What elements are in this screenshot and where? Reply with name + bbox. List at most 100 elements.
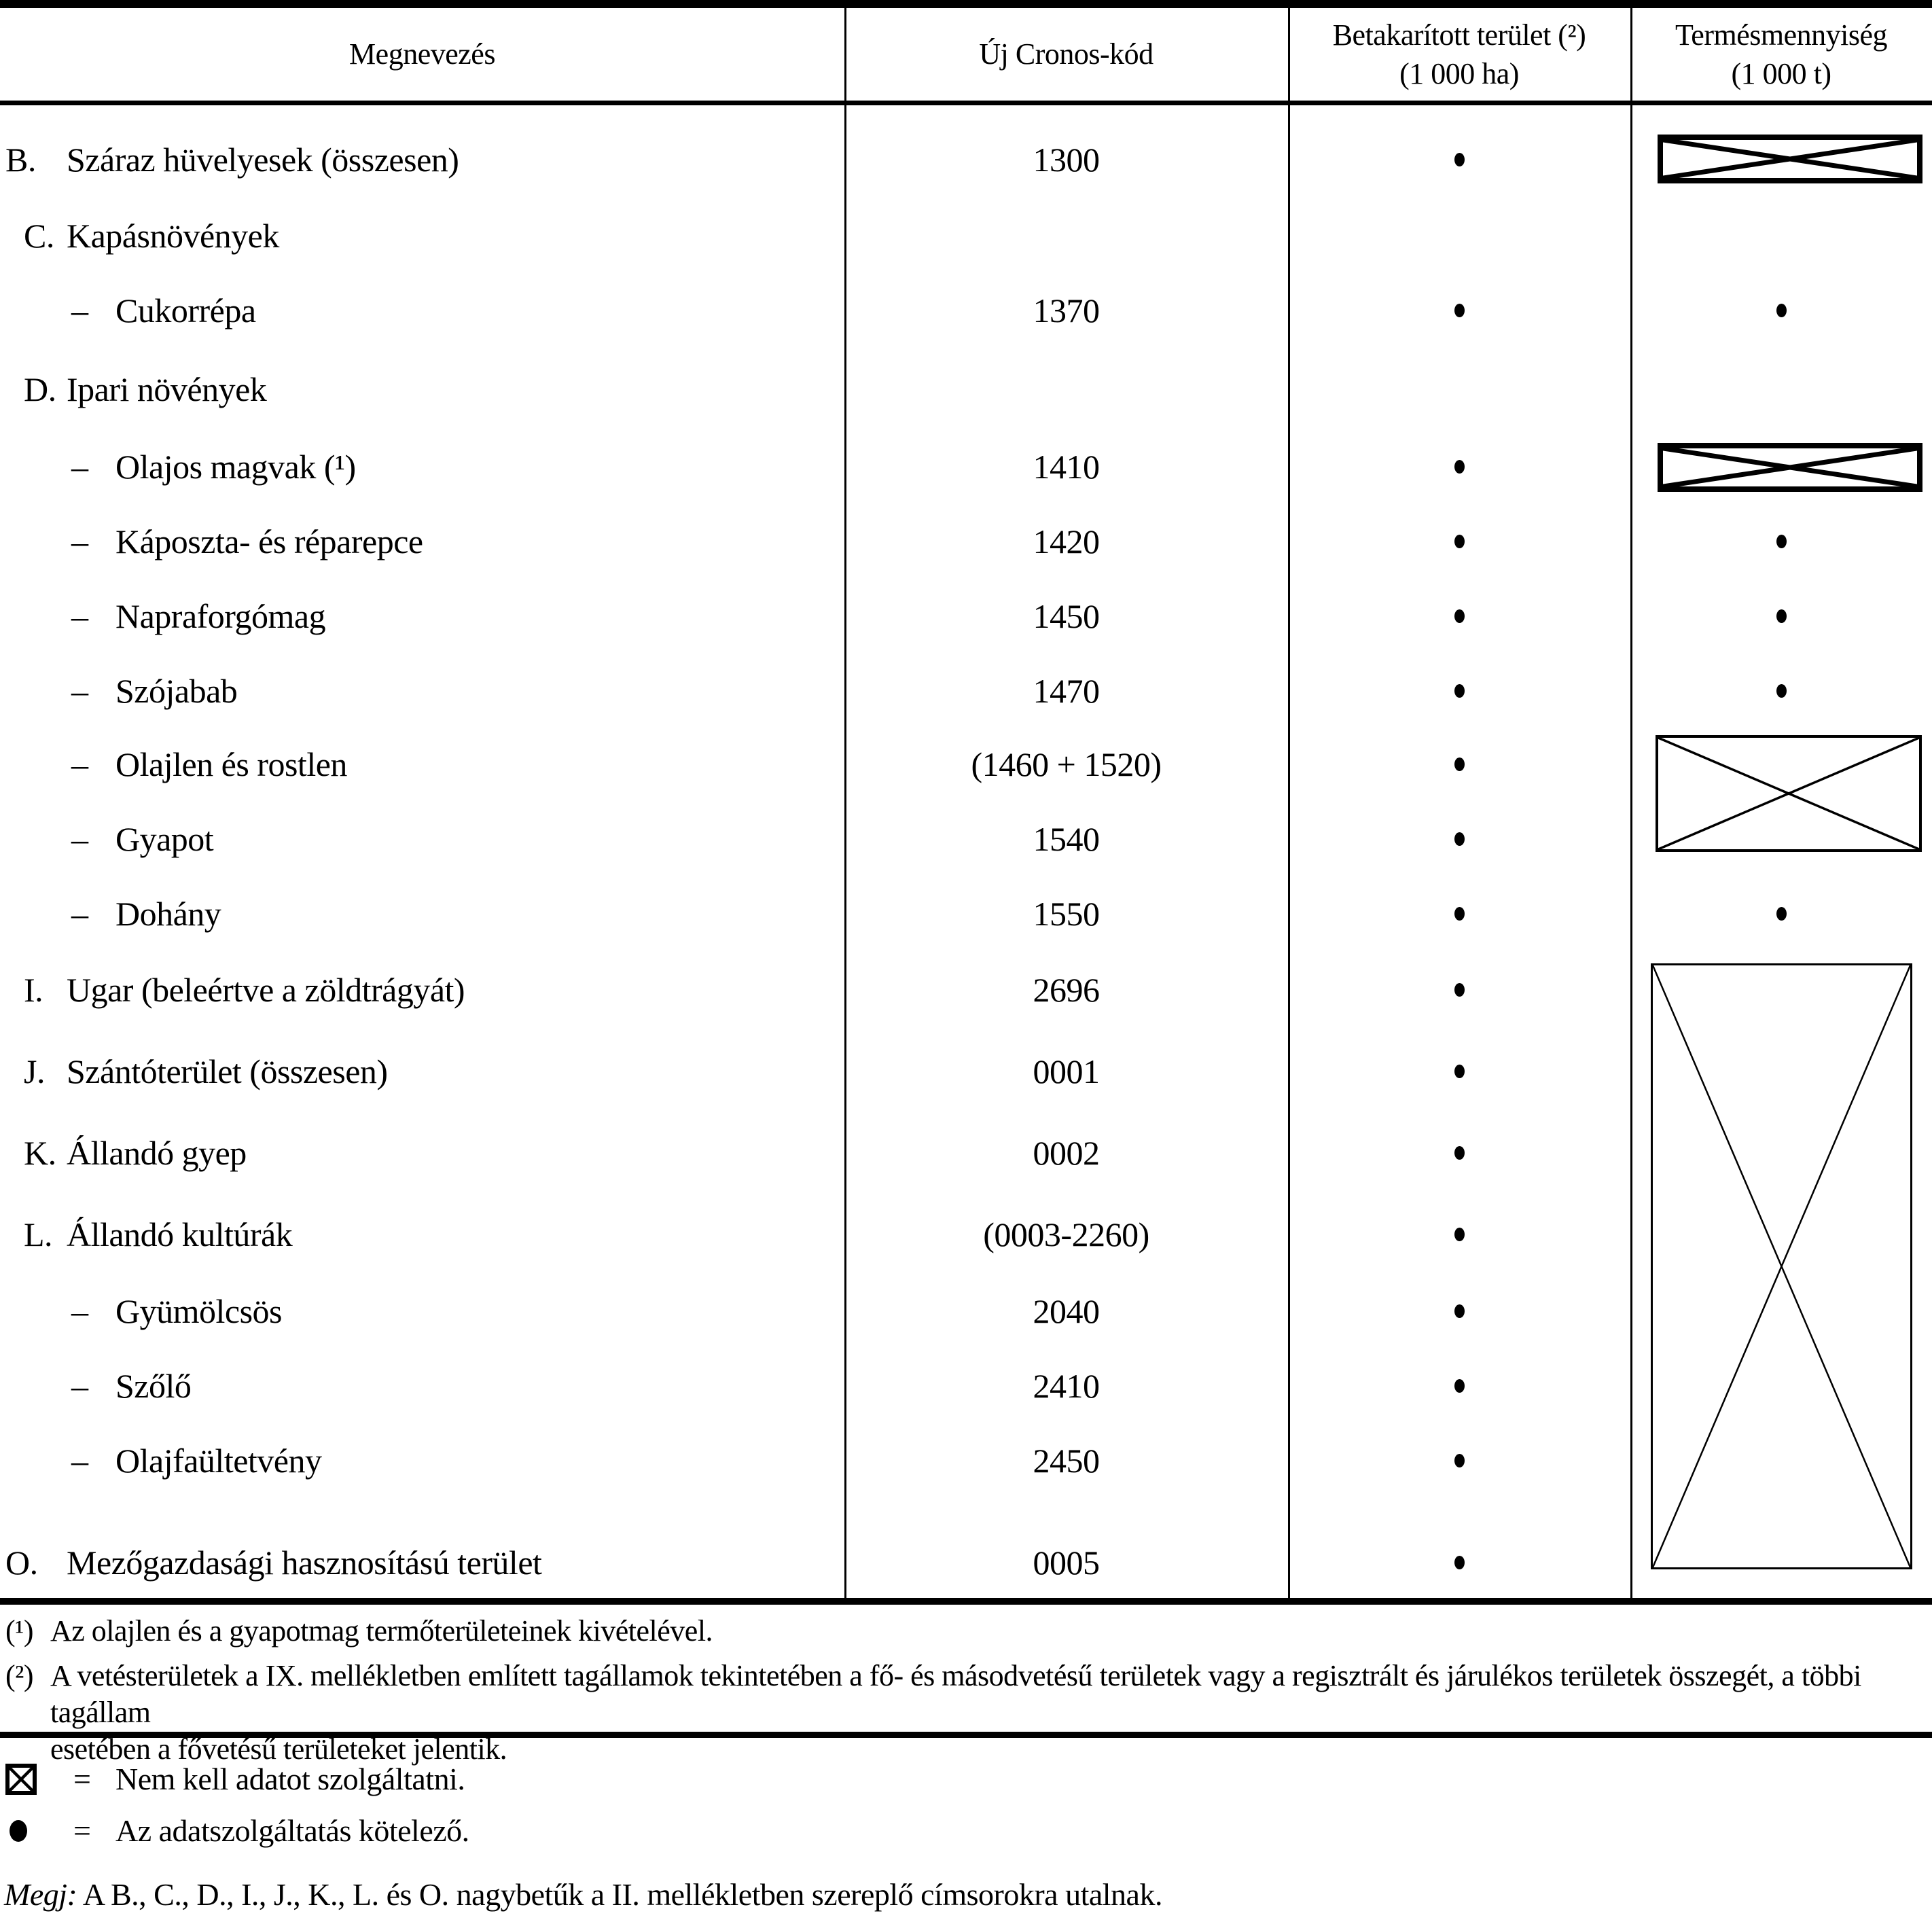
header-harvested-area: Betakarított terület (²) (1 000 ha) [1288, 8, 1630, 101]
row-code: 0002 [1033, 1134, 1101, 1172]
row-label: Gyümölcsös [115, 1292, 283, 1330]
row-prefix: B. [5, 141, 36, 179]
production-cell [1630, 654, 1932, 728]
area-cell [1288, 1197, 1630, 1272]
row-prefix: – [71, 1367, 88, 1405]
row-prefix: I. [24, 971, 43, 1009]
header-separator-rule [0, 101, 1932, 105]
area-cell [1288, 352, 1630, 427]
row-label: Cukorrépa [115, 291, 256, 329]
row-code: 0005 [1033, 1544, 1101, 1582]
row-label: Káposzta- és réparepce [115, 522, 423, 560]
table-row: L. Állandó kultúrák (0003-2260) [0, 1197, 1932, 1272]
table-row: – Olajlen és rostlen (1460 + 1520) [0, 727, 1932, 802]
table-bottom-rule [0, 1598, 1932, 1605]
row-prefix: – [71, 820, 88, 858]
mandatory-dot-icon [1776, 304, 1787, 317]
table-row: D. Ipari növények [0, 352, 1932, 427]
note-prefix: Megj: [4, 1877, 77, 1912]
area-cell [1288, 876, 1630, 951]
production-cell [1630, 198, 1932, 273]
legend-mandatory: = Az adatszolgáltatás kötelező. [5, 1813, 469, 1849]
column-divider [844, 0, 846, 1605]
footnote-1: (¹) Az olajlen és a gyapotmag termőterüle… [5, 1613, 1924, 1650]
row-code: 2410 [1033, 1367, 1101, 1405]
row-code: 1470 [1033, 672, 1101, 710]
row-label: Szójabab [115, 672, 238, 710]
header-harvested-area-title: Betakarított terület (²) [1332, 18, 1586, 52]
table-row: J. Szántóterület (összesen) 0001 [0, 1034, 1932, 1109]
table-row: – Szőlő 2410 [0, 1349, 1932, 1423]
table-row: – Olajfaültetvény 2450 [0, 1423, 1932, 1498]
row-prefix: – [71, 1442, 88, 1480]
production-cell [1630, 273, 1932, 348]
row-prefix: – [71, 1292, 88, 1330]
row-label: Állandó kultúrák [67, 1215, 293, 1253]
production-cell [1630, 352, 1932, 427]
row-label: Gyapot [115, 820, 214, 858]
mandatory-dot-icon [1454, 153, 1465, 166]
mandatory-dot-icon [1454, 609, 1465, 623]
row-label: Olajlen és rostlen [115, 745, 347, 783]
row-label: Kapásnövények [67, 217, 279, 255]
production-cell [1630, 876, 1932, 951]
column-divider [1630, 0, 1632, 1605]
area-cell [1288, 1525, 1630, 1600]
mandatory-dot-icon [1454, 1146, 1465, 1160]
not-required-box-icon [1651, 963, 1912, 1569]
mandatory-dot-icon [1454, 758, 1465, 771]
table-row: – Dohány 1550 [0, 876, 1932, 951]
area-cell [1288, 1034, 1630, 1109]
footnote-marker: (¹) [5, 1614, 34, 1647]
row-code [844, 352, 1288, 427]
row-code: (0003-2260) [983, 1215, 1149, 1253]
row-label: Ipari növények [67, 370, 267, 408]
mandatory-dot-icon [1776, 907, 1787, 921]
header-production: Termésmennyiség (1 000 t) [1630, 8, 1932, 101]
row-label: Száraz hüvelyesek (összesen) [67, 141, 459, 179]
table-top-rule [0, 0, 1932, 8]
area-cell [1288, 198, 1630, 273]
row-prefix: – [71, 597, 88, 635]
row-code: 0001 [1033, 1052, 1101, 1090]
mandatory-dot-icon [1776, 609, 1787, 623]
data-table: Megnevezés Új Cronos-kód Betakarított te… [0, 0, 1932, 1605]
row-prefix: O. [5, 1544, 38, 1582]
area-cell [1288, 1423, 1630, 1498]
table-row: O. Mezőgazdasági hasznosítású terület 000… [0, 1525, 1932, 1600]
area-cell [1288, 273, 1630, 348]
equals-sign: = [73, 1762, 91, 1796]
legend-not-required: = Nem kell adatot szolgáltatni. [5, 1761, 465, 1797]
equals-sign: = [73, 1813, 91, 1848]
row-code: 1550 [1033, 895, 1101, 933]
area-cell [1288, 1349, 1630, 1423]
table-row: – Káposzta- és réparepce 1420 [0, 504, 1932, 579]
row-label: Dohány [115, 895, 221, 933]
area-cell [1288, 802, 1630, 876]
table-row: – Olajos magvak (¹) 1410 [0, 429, 1932, 504]
table-row: – Gyümölcsös 2040 [0, 1274, 1932, 1349]
header-production-title: Termésmennyiség [1675, 18, 1888, 52]
row-code: 1540 [1033, 820, 1101, 858]
table-row: – Gyapot 1540 [0, 802, 1932, 876]
row-prefix: – [71, 745, 88, 783]
not-required-box-icon [1658, 135, 1922, 183]
legend-text: Nem kell adatot szolgáltatni. [115, 1762, 465, 1796]
note-text: A B., C., D., I., J., K., L. és O. nagyb… [82, 1877, 1163, 1912]
row-code: 1420 [1033, 522, 1101, 560]
not-required-box-icon [1658, 443, 1922, 492]
mandatory-dot-icon [1454, 1228, 1465, 1241]
column-divider [1288, 0, 1290, 1605]
row-prefix: – [71, 522, 88, 560]
row-prefix: K. [24, 1134, 56, 1172]
header-harvested-area-unit: (1 000 ha) [1399, 57, 1519, 90]
row-label: Olajfaültetvény [115, 1442, 322, 1480]
footnote-text: A vetésterületek a IX. mellékletben emlí… [50, 1659, 1861, 1729]
mandatory-dot-icon [1454, 1379, 1465, 1393]
row-code: (1460 + 1520) [971, 745, 1162, 783]
header-name: Megnevezés [349, 37, 495, 71]
row-code: 2696 [1033, 971, 1101, 1009]
row-label: Olajos magvak (¹) [115, 448, 356, 486]
area-cell [1288, 654, 1630, 728]
